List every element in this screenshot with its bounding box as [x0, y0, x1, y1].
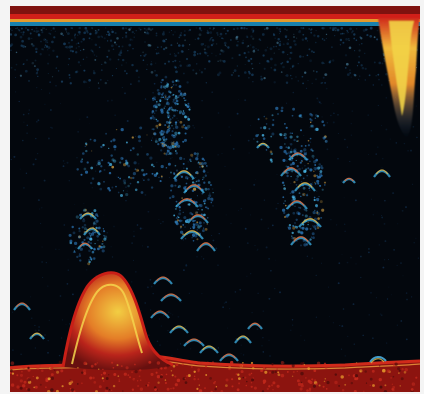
fish-arches — [13, 142, 391, 362]
sonar-display-svg — [10, 6, 420, 392]
vertical-plume-echo — [378, 18, 420, 138]
fish-mound-echo — [61, 271, 174, 371]
surface-band — [10, 6, 420, 26]
sonar-image — [10, 6, 420, 392]
bottom-right-fish — [369, 356, 387, 364]
bottom-noise — [10, 360, 418, 392]
